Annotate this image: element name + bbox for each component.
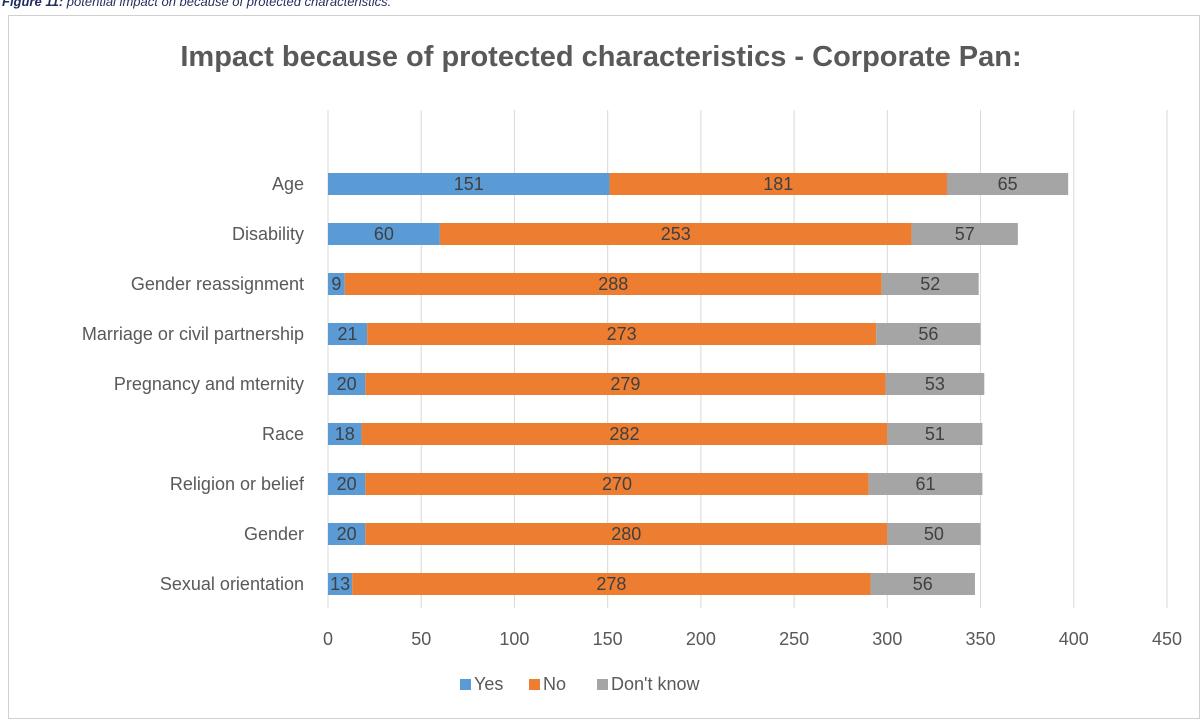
bar-yes-gender <box>328 523 366 545</box>
data-label-don-t-know-pregnancy-and-mternity: 53 <box>925 374 945 394</box>
legend-swatch-don-t-know <box>597 679 608 690</box>
category-label-marriage-or-civil-partnership: Marriage or civil partnership <box>82 324 304 344</box>
category-label-religion-or-belief: Religion or belief <box>170 474 305 494</box>
data-label-yes-religion-or-belief: 20 <box>337 474 357 494</box>
bar-don-t-know-disability <box>911 223 1018 245</box>
x-tick-label-0: 0 <box>323 629 333 649</box>
bar-yes-race <box>328 423 362 445</box>
bar-don-t-know-gender-reassignment <box>881 273 979 295</box>
data-label-no-disability: 253 <box>661 224 691 244</box>
x-tick-label-350: 350 <box>966 629 996 649</box>
bar-yes-disability <box>328 223 440 245</box>
data-label-no-age: 181 <box>763 174 793 194</box>
figure-caption-label: Figure 11: <box>2 0 64 9</box>
data-label-no-religion-or-belief: 270 <box>602 474 632 494</box>
data-label-yes-disability: 60 <box>374 224 394 244</box>
x-tick-label-100: 100 <box>499 629 529 649</box>
data-label-no-sexual-orientation: 278 <box>596 574 626 594</box>
data-label-no-marriage-or-civil-partnership: 273 <box>607 324 637 344</box>
x-tick-label-400: 400 <box>1059 629 1089 649</box>
data-label-don-t-know-race: 51 <box>925 424 945 444</box>
bar-no-religion-or-belief <box>365 473 869 495</box>
data-label-no-gender-reassignment: 288 <box>598 274 628 294</box>
data-label-yes-marriage-or-civil-partnership: 21 <box>338 324 358 344</box>
category-label-sexual-orientation: Sexual orientation <box>160 574 304 594</box>
bar-no-marriage-or-civil-partnership <box>367 323 877 345</box>
data-label-no-pregnancy-and-mternity: 279 <box>610 374 640 394</box>
bar-don-t-know-marriage-or-civil-partnership <box>876 323 981 345</box>
figure-caption-text: potential impact on because of protected… <box>66 0 392 9</box>
category-label-gender: Gender <box>244 524 304 544</box>
figure-caption: Figure 11: potential impact on because o… <box>2 0 391 9</box>
data-label-yes-gender: 20 <box>337 524 357 544</box>
bar-don-t-know-sexual-orientation <box>870 573 975 595</box>
legend-swatch-no <box>529 679 540 690</box>
bar-don-t-know-age <box>946 173 1069 195</box>
bar-no-gender-reassignment <box>344 273 882 295</box>
bar-yes-age <box>328 173 610 195</box>
x-tick-label-250: 250 <box>779 629 809 649</box>
bar-no-sexual-orientation <box>352 573 871 595</box>
legend-label-don-t-know: Don't know <box>611 674 700 694</box>
bar-don-t-know-race <box>887 423 983 445</box>
data-label-don-t-know-age: 65 <box>998 174 1018 194</box>
bar-yes-gender-reassignment <box>328 273 345 295</box>
data-label-don-t-know-sexual-orientation: 56 <box>913 574 933 594</box>
x-tick-label-50: 50 <box>411 629 431 649</box>
data-label-yes-gender-reassignment: 9 <box>331 274 341 294</box>
data-label-don-t-know-gender: 50 <box>924 524 944 544</box>
data-label-don-t-know-gender-reassignment: 52 <box>920 274 940 294</box>
bar-no-age <box>609 173 947 195</box>
data-label-no-race: 282 <box>609 424 639 444</box>
bar-yes-marriage-or-civil-partnership <box>328 323 368 345</box>
legend-label-yes: Yes <box>474 674 503 694</box>
bar-don-t-know-pregnancy-and-mternity <box>885 373 985 395</box>
x-tick-label-150: 150 <box>593 629 623 649</box>
legend-swatch-yes <box>460 679 471 690</box>
bar-yes-pregnancy-and-mternity <box>328 373 366 395</box>
x-tick-label-200: 200 <box>686 629 716 649</box>
x-tick-label-300: 300 <box>872 629 902 649</box>
data-label-don-t-know-disability: 57 <box>955 224 975 244</box>
chart-title: Impact because of protected characterist… <box>180 41 1021 73</box>
bar-yes-religion-or-belief <box>328 473 366 495</box>
category-label-pregnancy-and-mternity: Pregnancy and mternity <box>114 374 304 394</box>
bar-no-pregnancy-and-mternity <box>365 373 886 395</box>
legend-label-no: No <box>543 674 566 694</box>
data-label-don-t-know-religion-or-belief: 61 <box>916 474 936 494</box>
bar-no-gender <box>365 523 888 545</box>
category-label-disability: Disability <box>232 224 304 244</box>
bar-no-disability <box>439 223 912 245</box>
x-tick-label-450: 450 <box>1152 629 1182 649</box>
data-label-no-gender: 280 <box>611 524 641 544</box>
bar-no-race <box>361 423 888 445</box>
data-label-yes-pregnancy-and-mternity: 20 <box>337 374 357 394</box>
bar-yes-sexual-orientation <box>328 573 353 595</box>
category-label-race: Race <box>262 424 304 444</box>
category-label-gender-reassignment: Gender reassignment <box>131 274 304 294</box>
data-label-yes-age: 151 <box>454 174 484 194</box>
data-label-yes-sexual-orientation: 13 <box>330 574 350 594</box>
category-label-age: Age <box>272 174 304 194</box>
data-label-yes-race: 18 <box>335 424 355 444</box>
bar-don-t-know-religion-or-belief <box>868 473 983 495</box>
data-label-don-t-know-marriage-or-civil-partnership: 56 <box>918 324 938 344</box>
chart-frame <box>8 15 1200 719</box>
bar-don-t-know-gender <box>887 523 981 545</box>
